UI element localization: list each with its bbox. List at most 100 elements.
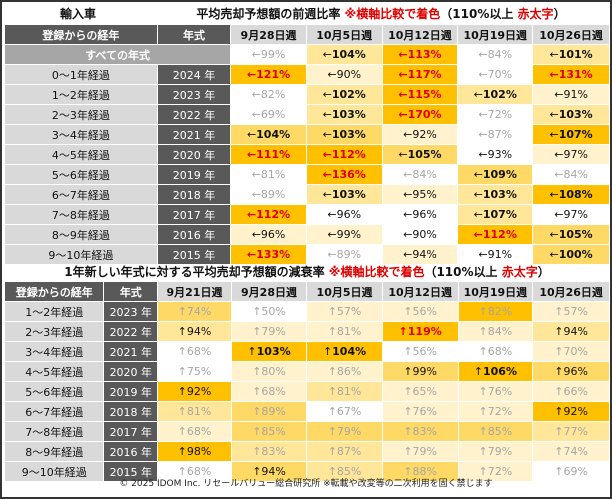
left-arrow-icon: ←	[554, 168, 564, 181]
value-cell: ←102%	[305, 84, 383, 105]
up-arrow-icon: ↑	[478, 445, 488, 458]
value-cell: ↑85%	[457, 421, 534, 442]
col-header-year: 年式	[103, 281, 159, 302]
value-cell: ↑83%	[230, 441, 308, 462]
up-arrow-icon: ↑	[403, 385, 413, 398]
table-row: 2～3年経過 2022 年 ↑94% ↑79% ↑81% ↑119% ↑84% ↑94%	[3, 321, 610, 342]
value-cell: ↑92%	[157, 381, 232, 402]
bottom-title-main: 1年新しい年式に対する平均売却予想額の減衰率	[64, 265, 329, 279]
value-text: 99%	[336, 228, 362, 241]
value-text: 103%	[331, 128, 366, 141]
up-arrow-icon: ↑	[554, 325, 564, 338]
value-cell: ←91%	[532, 84, 610, 105]
value-cell: ↑56%	[381, 301, 459, 322]
value-cell: ↑80%	[230, 361, 308, 382]
value-cell: ↑85%	[306, 461, 383, 482]
year-label: 2022 年	[103, 321, 159, 342]
col-header-week: 10月19日週	[457, 281, 534, 302]
value-text: 112%	[256, 208, 291, 221]
table-row: 9～10年経過 2015 年 ↑68% ↑94% ↑85% ↑88% ↑72% ↑69%	[3, 461, 610, 482]
table-row: 3～4年経過 2021 年 ←104% ←103% ←92% ←87% ←107%	[4, 124, 610, 145]
value-text: 115%	[407, 88, 442, 101]
value-text: 100%	[558, 248, 593, 261]
value-cell: ↑68%	[230, 381, 308, 402]
year-label: 2020 年	[103, 361, 159, 382]
up-arrow-icon: ↑	[403, 425, 413, 438]
value-text: 93%	[487, 148, 513, 161]
bottom-title-mid: （110%以上	[424, 265, 502, 279]
up-arrow-icon: ↑	[398, 325, 408, 338]
left-arrow-icon: ←	[473, 188, 483, 201]
left-arrow-icon: ←	[549, 248, 559, 261]
col-header-week: 10月19日週	[457, 24, 534, 45]
up-arrow-icon: ↑	[327, 465, 337, 478]
up-arrow-icon: ↑	[177, 465, 187, 478]
value-text: 97%	[563, 148, 588, 161]
table-row: 6～7年経過 2018 年 ←89% ←103% ←95% ←103% ←108%	[4, 184, 610, 205]
year-label: 2024 年	[156, 64, 232, 85]
value-text: 92%	[412, 128, 437, 141]
value-text: 72%	[487, 108, 513, 121]
value-text: 91%	[563, 88, 588, 101]
left-arrow-icon: ←	[246, 148, 257, 161]
value-cell: ←103%	[305, 184, 383, 205]
value-cell: ↑74%	[157, 301, 232, 322]
value-text: 97%	[563, 208, 588, 221]
value-cell: ←108%	[532, 184, 610, 205]
left-arrow-icon: ←	[403, 128, 413, 141]
value-text: 70%	[487, 68, 513, 81]
left-arrow-icon: ←	[251, 48, 261, 61]
value-text: 81%	[336, 325, 362, 338]
value-cell: ←170%	[381, 104, 459, 125]
value-text: 96%	[563, 365, 588, 378]
table-row: 8～9年経過 2016 年 ←96% ←99% ←90% ←112% ←105%	[4, 224, 610, 245]
value-cell: ↑85%	[230, 421, 308, 442]
col-header-week: 9月28日週	[230, 24, 307, 45]
value-cell: ↑96%	[532, 361, 610, 382]
value-cell: ←97%	[532, 144, 610, 165]
bottom-title-row: 1年新しい年式に対する平均売却予想額の減衰率 ※横軸比較で着色（110%以上 赤…	[4, 262, 610, 281]
up-arrow-icon: ↑	[478, 465, 488, 478]
year-label: 2017 年	[156, 204, 232, 225]
left-arrow-icon: ←	[554, 208, 564, 221]
left-arrow-icon: ←	[246, 208, 257, 221]
value-text: 104%	[331, 48, 366, 61]
value-text: 81%	[336, 385, 362, 398]
left-arrow-icon: ←	[403, 228, 413, 241]
value-text: 96%	[260, 228, 286, 241]
table-row: 2～3年経過 2022 年 ←69% ←103% ←170% ←72% ←103%	[4, 104, 610, 125]
value-cell: ←103%	[457, 184, 534, 205]
left-arrow-icon: ←	[473, 228, 483, 241]
value-cell: ←81%	[230, 164, 307, 185]
value-text: 68%	[186, 345, 212, 358]
left-arrow-icon: ←	[549, 188, 559, 201]
value-text: 104%	[332, 345, 367, 358]
up-arrow-icon: ↑	[252, 305, 262, 318]
value-text: 84%	[487, 48, 513, 61]
value-cell: ←100%	[532, 244, 610, 265]
table-row: 0～1年経過 2024 年 ←121% ←90% ←117% ←70% ←131%	[4, 64, 610, 85]
value-text: 66%	[563, 385, 588, 398]
value-text: 104%	[256, 128, 291, 141]
value-cell: ↑70%	[532, 341, 610, 362]
value-cell: ↑50%	[230, 301, 308, 322]
value-cell: ←95%	[381, 184, 459, 205]
left-arrow-icon: ←	[403, 208, 413, 221]
value-text: 90%	[412, 228, 437, 241]
value-text: 65%	[412, 385, 437, 398]
value-text: 112%	[482, 228, 517, 241]
value-cell: ←104%	[230, 124, 307, 145]
table-row: 1～2年経過 2023 年 ←82% ←102% ←115% ←102% ←91%	[4, 84, 610, 105]
left-arrow-icon: ←	[478, 248, 488, 261]
value-cell: ←93%	[457, 144, 534, 165]
value-cell: ↑86%	[306, 361, 383, 382]
value-text: 68%	[487, 345, 513, 358]
left-arrow-icon: ←	[327, 68, 337, 81]
top-title-mid: （110%以上	[440, 7, 518, 21]
value-text: 131%	[558, 68, 593, 81]
value-cell: ←105%	[532, 224, 610, 245]
up-arrow-icon: ↑	[478, 425, 488, 438]
value-cell: ←96%	[381, 204, 459, 225]
value-text: 57%	[336, 305, 362, 318]
value-text: 72%	[487, 405, 513, 418]
